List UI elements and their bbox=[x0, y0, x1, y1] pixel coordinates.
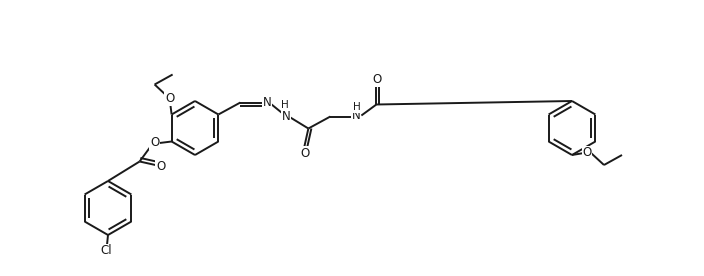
Text: Cl: Cl bbox=[100, 245, 112, 258]
Text: H: H bbox=[353, 102, 360, 113]
Text: O: O bbox=[150, 136, 159, 149]
Text: O: O bbox=[372, 73, 382, 86]
Text: O: O bbox=[165, 92, 175, 105]
Text: O: O bbox=[156, 160, 165, 173]
Text: O: O bbox=[582, 147, 591, 160]
Text: N: N bbox=[352, 109, 360, 122]
Text: N: N bbox=[263, 96, 272, 109]
Text: N: N bbox=[282, 110, 291, 123]
Text: H: H bbox=[280, 100, 288, 110]
Text: O: O bbox=[301, 147, 310, 160]
